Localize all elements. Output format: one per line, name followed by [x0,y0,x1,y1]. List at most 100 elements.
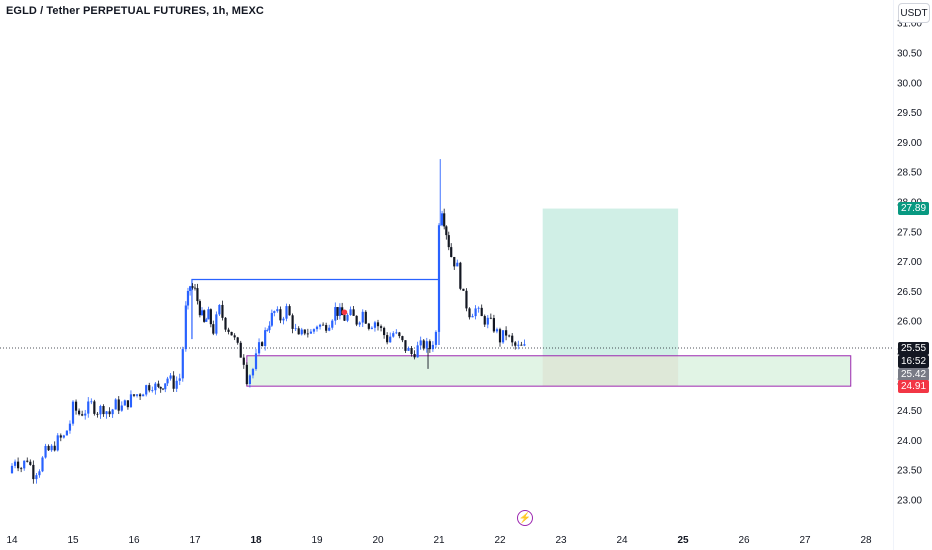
candle-body [416,345,419,358]
candle-body [282,318,285,321]
candle-body [480,307,483,317]
candle-body [422,340,425,349]
candle-body [309,331,312,334]
candle-body [523,344,526,346]
countdown-badge: 16:52 [898,354,930,368]
candle-body [164,383,167,390]
candle-body [230,331,233,336]
candle-body [105,411,108,415]
candle-body [520,344,523,346]
candle-body [181,349,184,379]
candle-body [32,464,35,480]
candle-body [123,400,126,406]
candle-body [242,357,245,365]
candle-body [172,375,175,389]
candle-body [84,413,87,416]
candle-body [428,341,431,350]
price-tick-label: 30.50 [897,49,922,60]
candle-body [215,314,218,334]
candle-body [62,435,65,438]
symbol-title[interactable]: EGLD / Tether PERPETUAL FUTURES, 1h, MEX… [6,5,264,17]
candle-body [294,328,297,330]
candle-body [102,405,105,415]
candle-body [261,342,264,346]
candle-body [207,309,210,320]
time-tick-label: 27 [799,535,811,546]
candle-body [20,468,23,470]
candle-body [224,317,227,330]
current-price-badge: 25.55 [898,341,930,355]
candle-body [90,401,93,403]
candle-body [370,327,373,329]
candle-body [129,394,133,408]
candle-body [328,327,331,331]
candle-body [462,288,465,291]
candle-body [492,318,495,332]
candle-body [410,348,413,355]
time-tick-label: 28 [860,535,872,546]
time-tick-label: 18 [250,535,262,546]
target-zone [542,208,679,356]
support-zone-box [246,355,852,387]
candle-body [41,457,44,472]
candle-body [404,340,407,351]
candle-body [26,460,29,462]
candle-body [508,335,511,337]
candle-body [203,310,206,322]
candle-body [288,306,291,316]
candle-body [465,290,468,309]
candle-body [459,262,462,289]
candle-body [489,317,492,319]
candle-body [383,327,386,336]
candle-body [126,400,129,408]
price-tick-label: 27.00 [897,257,922,268]
candle-body [389,336,392,343]
candle-body [456,262,459,267]
candle-body [111,409,114,415]
candle-body [300,329,303,335]
candle-body [486,317,489,325]
candle-body [254,353,258,369]
candle-body [268,325,271,331]
time-tick-label: 21 [433,535,445,546]
candle-body [367,323,370,329]
candle-body [517,344,520,346]
candle-body [336,307,339,316]
candle-body [338,307,341,316]
candle-body [471,316,474,318]
candle-body [392,333,395,337]
time-tick-label: 20 [372,535,384,546]
candle-body [114,399,117,410]
price-tick-label: 28.50 [897,168,922,179]
candle-body [514,342,517,346]
candle-body [200,310,204,316]
candle-body [401,336,404,341]
candle-body [352,309,355,316]
price-tick-label: 23.50 [897,466,922,477]
axis-divider [893,0,894,550]
lightning-icon[interactable]: ⚡ [517,510,533,526]
candle-body [68,423,72,431]
candle-body [437,225,441,332]
candle-body [17,461,20,469]
candle-body [38,471,41,476]
candle-body [477,307,480,309]
candle-body [184,305,187,350]
time-tick-label: 24 [616,535,628,546]
candle-body [10,465,14,474]
candle-body [169,375,172,379]
time-tick-label: 19 [311,535,323,546]
time-tick-label: 26 [738,535,750,546]
candle-body [23,460,26,469]
currency-button[interactable]: USDT [898,3,930,23]
candle-body [358,322,361,325]
time-tick-label: 25 [677,535,689,546]
price-tick-label: 29.50 [897,108,922,119]
candle-body [251,368,255,376]
candle-body [303,329,306,334]
candle-body [145,385,148,395]
candle-body [419,340,422,346]
candle-body [364,311,367,324]
